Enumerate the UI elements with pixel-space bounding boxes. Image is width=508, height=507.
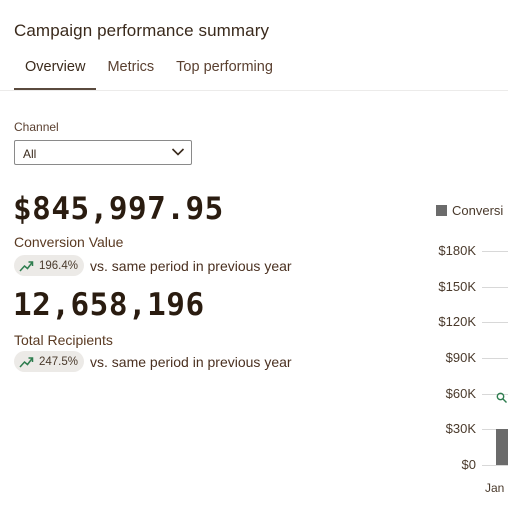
change-value: 247.5% [39,355,79,368]
change-badge: 196.4% [14,255,85,276]
y-tick-label: $60K [445,385,476,401]
gridline [482,322,508,324]
tab-metrics[interactable]: Metrics [107,59,155,75]
total-recipients-label: Total Recipients [14,332,113,348]
magnifier-icon[interactable] [496,392,508,404]
total-recipients-amount: 12,658,196 [13,287,205,323]
comparison-text: vs. same period in previous year [90,353,292,370]
gridline [482,251,508,252]
change-badge: 247.5% [14,351,85,372]
conversion-value-label: Conversion Value [14,234,124,250]
tab-bar: Overview Metrics Top performing [14,58,284,90]
tab-overview[interactable]: Overview [14,58,97,90]
y-tick-label: $150K [438,278,476,294]
chart-legend[interactable]: Conversi [436,203,503,218]
gridline [482,393,508,395]
y-tick-label: $30K [445,421,476,437]
legend-label: Conversi [452,203,504,218]
comparison-text: vs. same period in previous year [90,257,292,274]
channel-select[interactable]: All [14,140,192,165]
channel-select-value: All [23,147,37,161]
tab-divider [0,90,508,91]
page-title: Campaign performance summary [14,21,270,40]
gridline [482,465,508,466]
chevron-down-icon [171,148,185,156]
gridline [482,429,508,431]
trend-up-icon [19,356,34,368]
gridline [482,286,508,288]
legend-swatch [436,205,447,216]
conversion-value-amount: $845,997.95 [13,191,224,227]
change-value: 196.4% [39,259,79,272]
gridline [482,358,508,359]
channel-label: Channel [14,120,59,134]
conversion-value-trend: 196.4% vs. same period in previous year [14,255,292,276]
total-recipients-trend: 247.5% vs. same period in previous year [14,351,292,372]
y-tick-label: $0 [461,457,476,472]
tab-top-performing[interactable]: Top performing [176,59,273,75]
trend-up-icon [19,260,34,272]
x-tick-label: Jan [485,481,505,495]
y-tick-label: $180K [438,243,476,258]
y-tick-label: $90K [445,350,476,365]
bar-jan[interactable] [496,429,508,465]
y-tick-label: $120K [438,314,476,330]
